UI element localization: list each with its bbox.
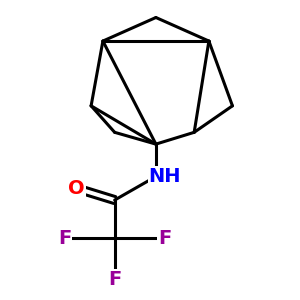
Text: F: F	[58, 229, 71, 248]
Text: F: F	[108, 270, 121, 289]
Text: O: O	[68, 179, 85, 198]
Text: NH: NH	[148, 167, 181, 186]
Text: F: F	[158, 229, 171, 248]
